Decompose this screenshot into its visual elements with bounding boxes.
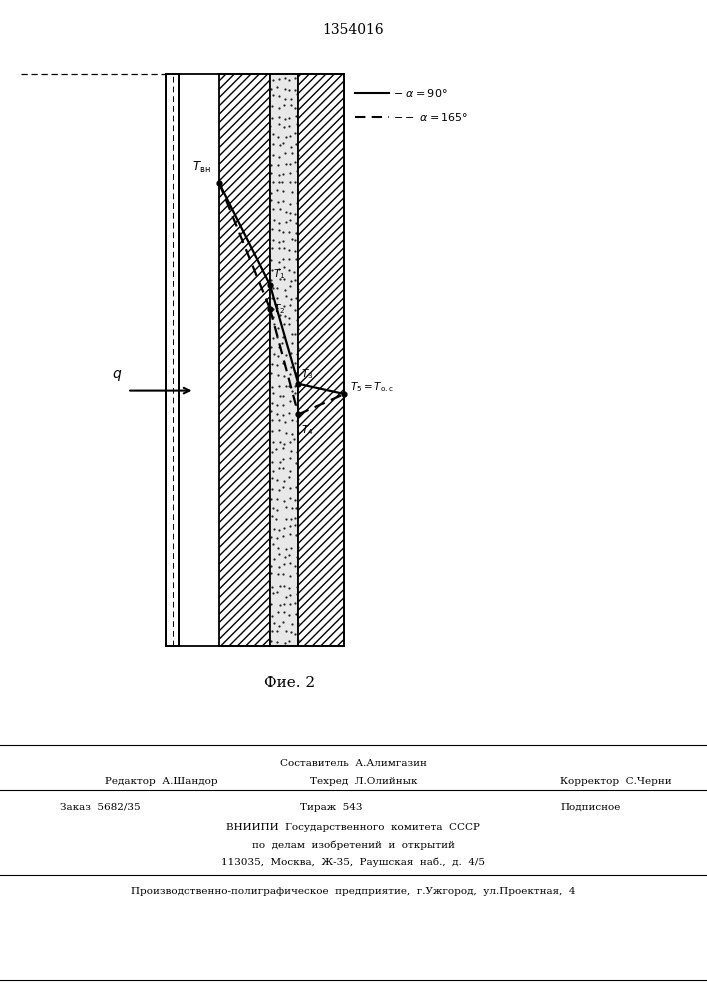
Text: Корректор  С.Черни: Корректор С.Черни [560,778,672,786]
Text: Составитель  А.Алимгазин: Составитель А.Алимгазин [279,758,426,768]
Text: $T_3$: $T_3$ [301,367,314,381]
Text: $q$: $q$ [112,368,122,383]
Bar [298,74,344,646]
Text: $T_5 = T_{\rm о.с}$: $T_5 = T_{\rm о.с}$ [350,381,394,394]
Text: ВНИИПИ  Государственного  комитета  СССР: ВНИИПИ Государственного комитета СССР [226,824,480,832]
Text: 113035,  Москва,  Ж-35,  Раушская  наб.,  д.  4/5: 113035, Москва, Ж-35, Раушская наб., д. … [221,857,485,867]
Text: по  делам  изобретений  и  открытий: по делам изобретений и открытий [252,840,455,850]
Text: $T_{\rm вн}$: $T_{\rm вн}$ [192,160,211,175]
Text: $T_1$: $T_1$ [273,267,285,281]
Text: Редактор  А.Шандор: Редактор А.Шандор [105,778,218,786]
Text: Тираж  543: Тираж 543 [300,802,363,812]
Text: Техред  Л.Олийнык: Техред Л.Олийнык [310,778,418,786]
Bar [219,74,270,646]
Text: $T_2$: $T_2$ [273,302,285,316]
Text: Фие. 2: Фие. 2 [264,676,315,690]
Text: Заказ  5682/35: Заказ 5682/35 [60,802,141,812]
Text: Производственно-полиграфическое  предприятие,  г.Ужгород,  ул.Проектная,  4: Производственно-полиграфическое предприя… [131,888,575,896]
Text: 1354016: 1354016 [322,23,385,37]
Text: $-\ \alpha = 90°$: $-\ \alpha = 90°$ [393,87,448,99]
Text: $--\ \alpha = 165°$: $--\ \alpha = 165°$ [393,111,469,123]
Text: $T_4$: $T_4$ [301,423,314,437]
Text: Подписное: Подписное [560,802,620,812]
Bar [270,74,298,646]
Bar [166,74,179,646]
